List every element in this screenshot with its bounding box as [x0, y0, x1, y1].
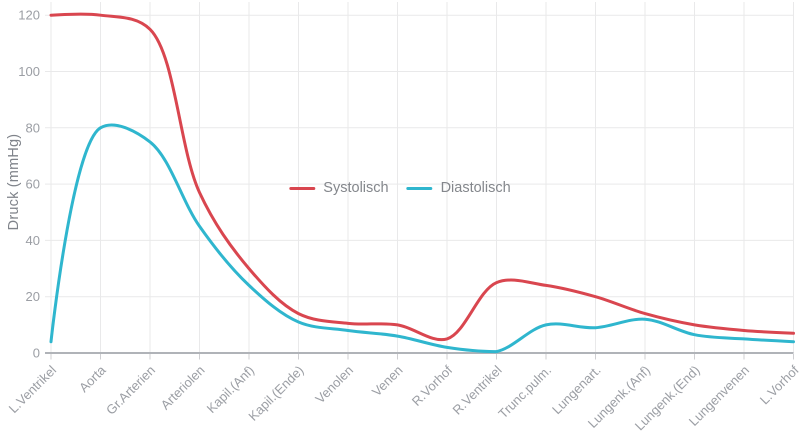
x-tick-label: Aorta — [76, 362, 109, 395]
series-line-systolisch — [49, 12, 795, 342]
legend-swatch-systolisch — [289, 186, 316, 190]
y-tick-label: 100 — [18, 64, 40, 79]
x-tick-label: Gr.Arterien — [103, 363, 158, 418]
legend-item-diastolisch[interactable]: Diastolisch — [406, 180, 511, 196]
y-tick-label: 60 — [26, 177, 40, 192]
y-axis-title: Druck (mmHg) — [6, 133, 22, 231]
chart-legend: Systolisch Diastolisch — [289, 180, 511, 196]
x-tick-label: Kapil.(Anf) — [204, 363, 258, 417]
x-tick-label: Venen — [369, 363, 406, 400]
x-tick-label: Arteriolen — [158, 363, 208, 413]
x-tick-label: R.Vorhof — [409, 362, 456, 409]
y-tick-label: 120 — [18, 8, 40, 23]
legend-swatch-diastolisch — [406, 186, 433, 190]
legend-label-systolisch: Systolisch — [323, 180, 389, 196]
x-tick-label: L.Ventrikel — [6, 362, 60, 416]
legend-label-diastolisch: Diastolisch — [440, 180, 511, 196]
x-tick-label: L.Vorhof — [757, 362, 800, 407]
y-tick-label: 0 — [33, 346, 40, 361]
y-tick-label: 40 — [26, 233, 40, 248]
y-tick-label: 20 — [26, 289, 40, 304]
y-tick-label: 80 — [26, 120, 40, 135]
x-tick-label: Trunc.pulm. — [495, 363, 554, 422]
legend-item-systolisch[interactable]: Systolisch — [289, 180, 389, 196]
series-line-diastolisch — [49, 123, 795, 354]
x-tick-label: Venolen — [312, 363, 356, 407]
